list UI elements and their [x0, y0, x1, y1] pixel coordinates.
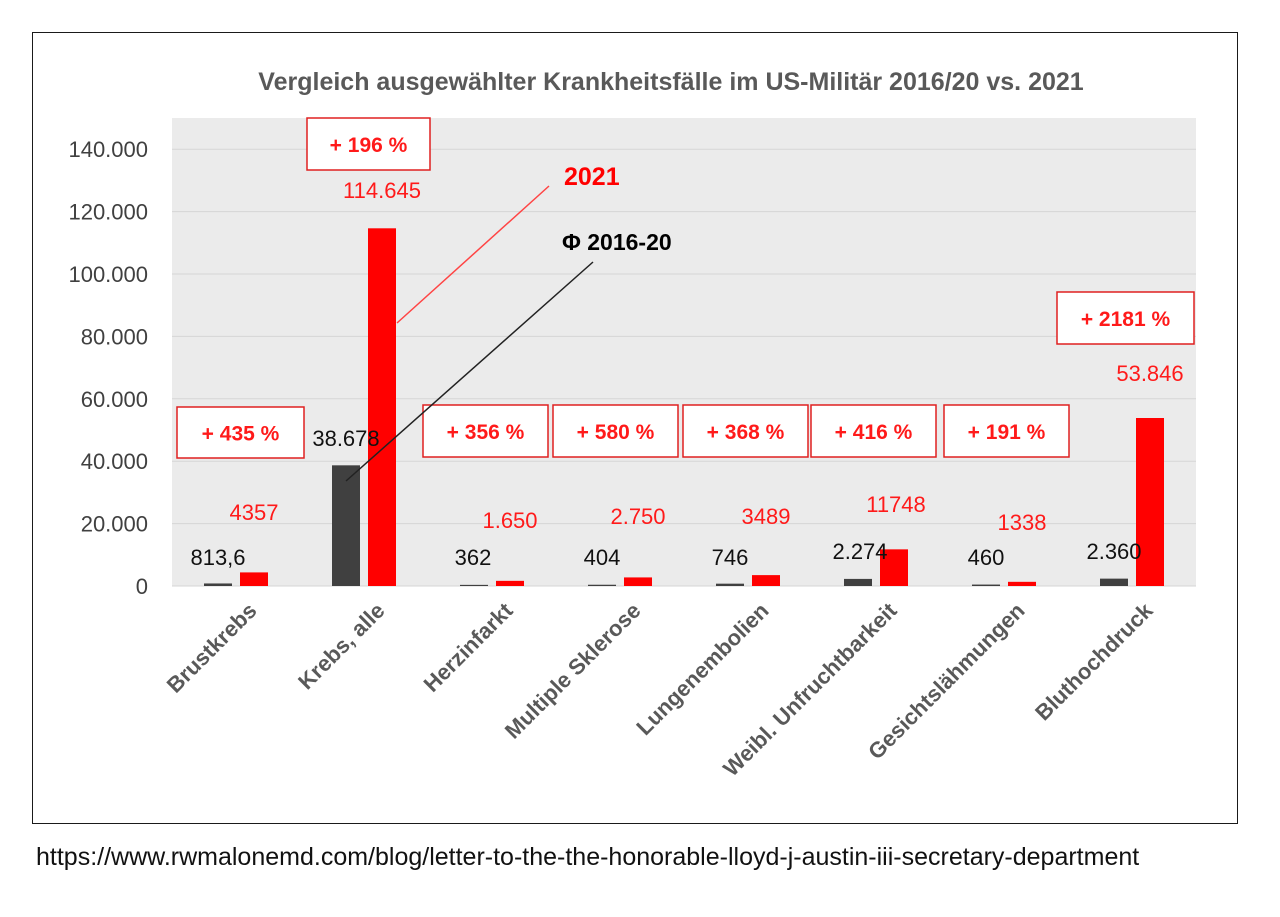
data-label-2021-7: 53.846: [1116, 361, 1183, 386]
bar-2016-20-0: [204, 583, 232, 586]
bar-2021-1: [368, 228, 396, 586]
increase-label-2: + 356 %: [447, 421, 525, 444]
y-tick-label: 100.000: [68, 262, 148, 287]
bar-2021-5: [880, 549, 908, 586]
bars: [204, 228, 1164, 586]
increase-label-7: + 2181 %: [1081, 308, 1171, 331]
y-tick-label: 120.000: [68, 200, 148, 225]
annotation-label-1: Φ 2016-20: [562, 229, 672, 255]
data-label-2016-20-4: 746: [712, 545, 749, 570]
increase-label-1: + 196 %: [330, 134, 408, 157]
bar-2016-20-1: [332, 465, 360, 586]
annotation-label-0: 2021: [564, 163, 620, 191]
y-tick-label: 40.000: [81, 449, 148, 474]
increase-labels: + 435 % + 196 % + 356 % + 580 % + 368 % + 416…: [176, 117, 1195, 459]
increase-box-6: [943, 404, 1070, 458]
x-tick-label: Multiple Sklerose: [500, 598, 646, 744]
y-tick-label: 140.000: [68, 137, 148, 162]
y-tick-label: 60.000: [81, 387, 148, 412]
bar-2016-20-3: [588, 584, 616, 586]
bar-2016-20-7: [1100, 578, 1128, 586]
bar-2016-20-5: [844, 578, 872, 586]
bar-2021-2: [496, 580, 524, 586]
x-tick-label: Bluthochdruck: [1030, 597, 1158, 725]
data-label-2016-20-3: 404: [584, 545, 621, 570]
data-label-2021-3: 2.750: [610, 504, 665, 529]
annotation-leader-2021: [396, 185, 550, 324]
source-url: https://www.rwmalonemd.com/blog/letter-t…: [36, 843, 1140, 871]
bar-2021-7: [1136, 418, 1164, 586]
data-label-2016-20-0: 813,6: [190, 545, 245, 570]
increase-box-1: [306, 117, 431, 171]
increase-label-5: + 416 %: [835, 421, 913, 444]
increase-box-2: [422, 404, 549, 458]
chart-frame: [32, 32, 1238, 824]
chart-title: Vergleich ausgewählter Krankheitsfälle i…: [258, 68, 1083, 96]
bar-2016-20-6: [972, 584, 1000, 586]
increase-label-4: + 368 %: [707, 421, 785, 444]
bar-2021-3: [624, 577, 652, 586]
data-label-2021-2: 1.650: [482, 508, 537, 533]
bar-2016-20-2: [460, 584, 488, 586]
data-label-2021-5: 11748: [866, 492, 926, 517]
annotation-leader-2016-20: [345, 261, 594, 482]
increase-label-6: + 191 %: [968, 421, 1046, 444]
y-tick-label: 80.000: [81, 324, 148, 349]
chart: Vergleich ausgewählter Krankheitsfälle i…: [68, 68, 1196, 781]
bar-2021-0: [240, 572, 268, 586]
increase-box-5: [810, 404, 937, 458]
x-tick-label: Brustkrebs: [162, 598, 262, 698]
y-tick-label: 0: [136, 574, 148, 599]
data-label-2016-20-5: 2.274: [832, 539, 887, 564]
x-axis: Brustkrebs Krebs, alle HerzinfarktMultiple…: [162, 597, 1158, 781]
increase-label-0: + 435 %: [202, 423, 280, 446]
increase-box-0: [176, 406, 305, 459]
increase-box-7: [1056, 291, 1195, 345]
data-label-2016-20-7: 2.360: [1086, 539, 1141, 564]
data-label-2021-1: 114.645: [343, 178, 421, 203]
data-label-2021-4: 3489: [742, 504, 791, 529]
bar-2021-6: [1008, 581, 1036, 586]
increase-box-4: [682, 404, 809, 458]
x-tick-label: Herzinfarkt: [419, 597, 518, 696]
data-label-2016-20-6: 460: [968, 545, 1005, 570]
series-annotations: 2021 Φ 2016-20: [345, 163, 672, 482]
y-tick-label: 20.000: [81, 512, 148, 537]
data-label-2021-6: 1338: [998, 510, 1047, 535]
data-labels: 813,6 38.678 362 404 746 2.274 460 2.360 4357 114…: [190, 178, 1183, 570]
bar-2021-4: [752, 575, 780, 586]
x-tick-label: Lungenembolien: [631, 598, 773, 740]
increase-box-3: [552, 404, 679, 458]
bar-2016-20-4: [716, 583, 744, 586]
increase-label-3: + 580 %: [577, 421, 655, 444]
data-label-2016-20-1: 38.678: [312, 426, 379, 451]
x-tick-label: Krebs, alle: [293, 598, 389, 694]
data-label-2021-0: 4357: [230, 500, 279, 525]
data-label-2016-20-2: 362: [455, 545, 492, 570]
y-axis: 0 20.000 40.000 60.000 80.000 100.000 120.000 1…: [68, 137, 148, 599]
